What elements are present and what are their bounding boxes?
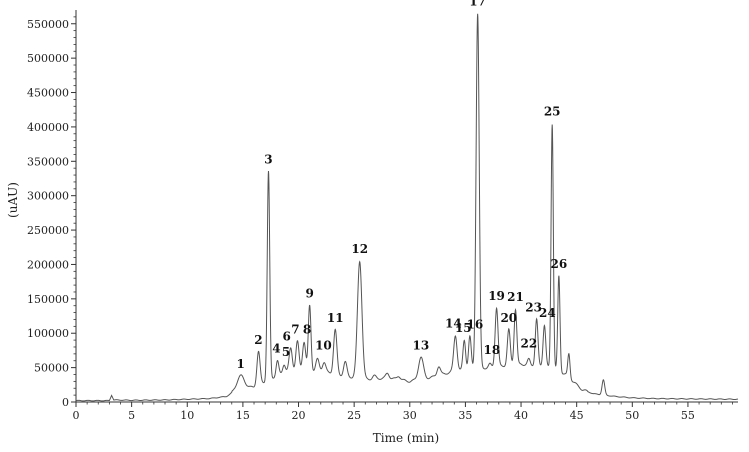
y-tick-label: 150000: [27, 293, 69, 306]
peak-label: 13: [413, 338, 430, 352]
peak-label: 9: [305, 287, 313, 301]
peak-label: 23: [525, 300, 542, 314]
peak-label: 20: [500, 311, 517, 325]
y-tick-label: 250000: [27, 224, 69, 237]
x-tick-label: 50: [625, 409, 639, 422]
peak-label: 18: [484, 343, 501, 357]
peak-label: 5: [282, 345, 290, 359]
peak-label: 2: [254, 333, 262, 347]
y-tick-label: 450000: [27, 87, 69, 100]
y-tick-label: 200000: [27, 258, 69, 271]
peak-label: 1: [236, 357, 244, 371]
chromatogram-trace: [75, 13, 739, 402]
x-tick-label: 10: [180, 409, 194, 422]
y-tick-label: 400000: [27, 121, 69, 134]
peak-label: 8: [303, 322, 311, 336]
peak-label: 15: [455, 321, 472, 335]
peak-label: 7: [291, 322, 299, 336]
peak-label: 22: [520, 336, 537, 350]
peak-label: 19: [488, 289, 505, 303]
peak-label: 3: [264, 153, 272, 167]
peak-label: 24: [539, 306, 556, 320]
x-tick-label: 35: [458, 409, 472, 422]
y-tick-label: 500000: [27, 52, 69, 65]
x-axis-ticks: 0 5 10 15 20 25 30 35 40 45 50 55: [73, 402, 733, 422]
y-tick-label: 0: [62, 396, 69, 409]
x-tick-label: 40: [514, 409, 528, 422]
x-tick-label: 5: [128, 409, 135, 422]
y-tick-label: 550000: [27, 18, 69, 31]
x-tick-label: 20: [292, 409, 306, 422]
peak-label: 12: [351, 242, 368, 256]
peak-label: 4: [272, 342, 280, 356]
x-tick-label: 15: [236, 409, 250, 422]
x-axis-title: Time (min): [373, 431, 439, 445]
peak-label: 14: [445, 316, 462, 330]
peak-label: 26: [551, 257, 568, 271]
peak-label: 10: [315, 338, 332, 352]
peak-label: 11: [327, 311, 344, 325]
peak-label: 21: [507, 290, 524, 304]
peak-label: 16: [467, 318, 484, 332]
y-tick-label: 100000: [27, 327, 69, 340]
peak-label: 25: [544, 104, 561, 118]
y-axis-title: (uAU): [6, 182, 20, 218]
axes: [75, 10, 738, 403]
x-tick-label: 45: [570, 409, 584, 422]
peak-label: 17: [469, 0, 486, 8]
x-tick-label: 0: [73, 409, 80, 422]
y-tick-label: 350000: [27, 155, 69, 168]
y-tick-label: 50000: [34, 362, 69, 375]
x-tick-label: 25: [347, 409, 361, 422]
x-tick-label: 30: [403, 409, 417, 422]
y-axis-ticks: 0 50000 100000 150000 200000 250000 300000 3500…: [27, 16, 76, 409]
y-tick-label: 300000: [27, 190, 69, 203]
peak-label: 6: [283, 329, 291, 343]
x-tick-label: 55: [681, 409, 695, 422]
